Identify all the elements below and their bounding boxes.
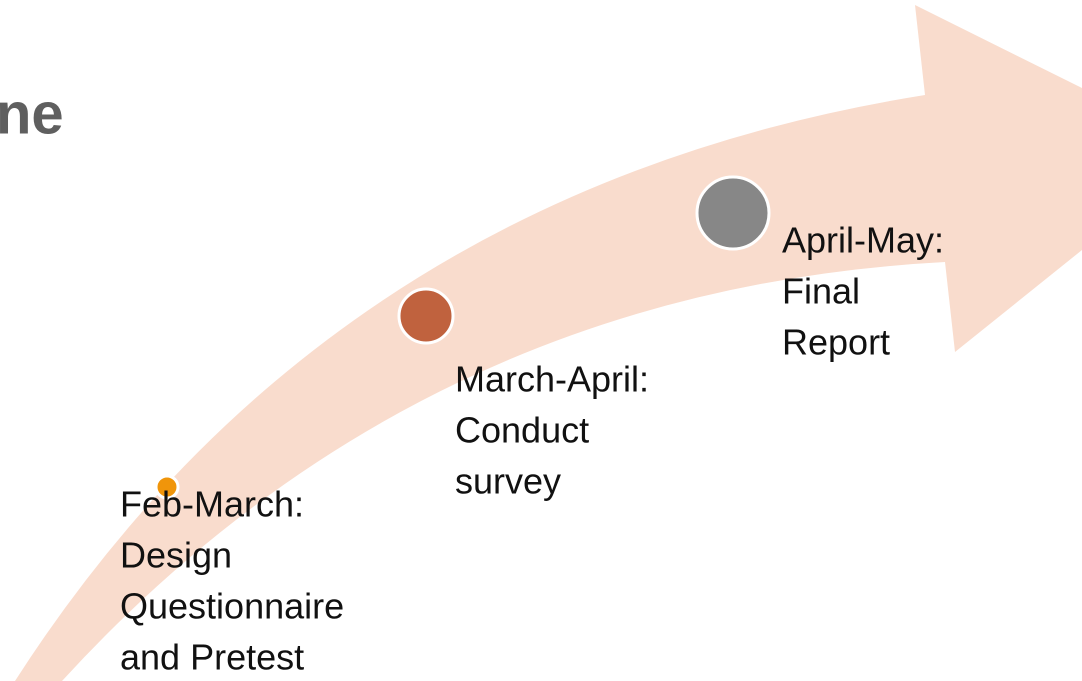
step-label: Conduct <box>455 410 589 451</box>
step-label: survey <box>455 461 561 502</box>
slide-title: ne <box>0 81 64 146</box>
step-marker <box>154 474 180 500</box>
step-label: March-April: <box>455 359 649 400</box>
step-label: Final <box>782 271 860 312</box>
step-label: and Pretest <box>120 637 304 678</box>
step-label: Questionnaire <box>120 586 344 627</box>
step-marker <box>397 287 455 345</box>
curved-arrow <box>15 5 1082 681</box>
step-label: Feb-March: <box>120 484 304 525</box>
step-label: April-May: <box>782 220 944 261</box>
step-label: Report <box>782 322 890 363</box>
step-label: Design <box>120 535 232 576</box>
step-labels: Feb-March: Design Questionnaire and Pretest… <box>120 220 944 678</box>
step-marker <box>695 175 771 251</box>
